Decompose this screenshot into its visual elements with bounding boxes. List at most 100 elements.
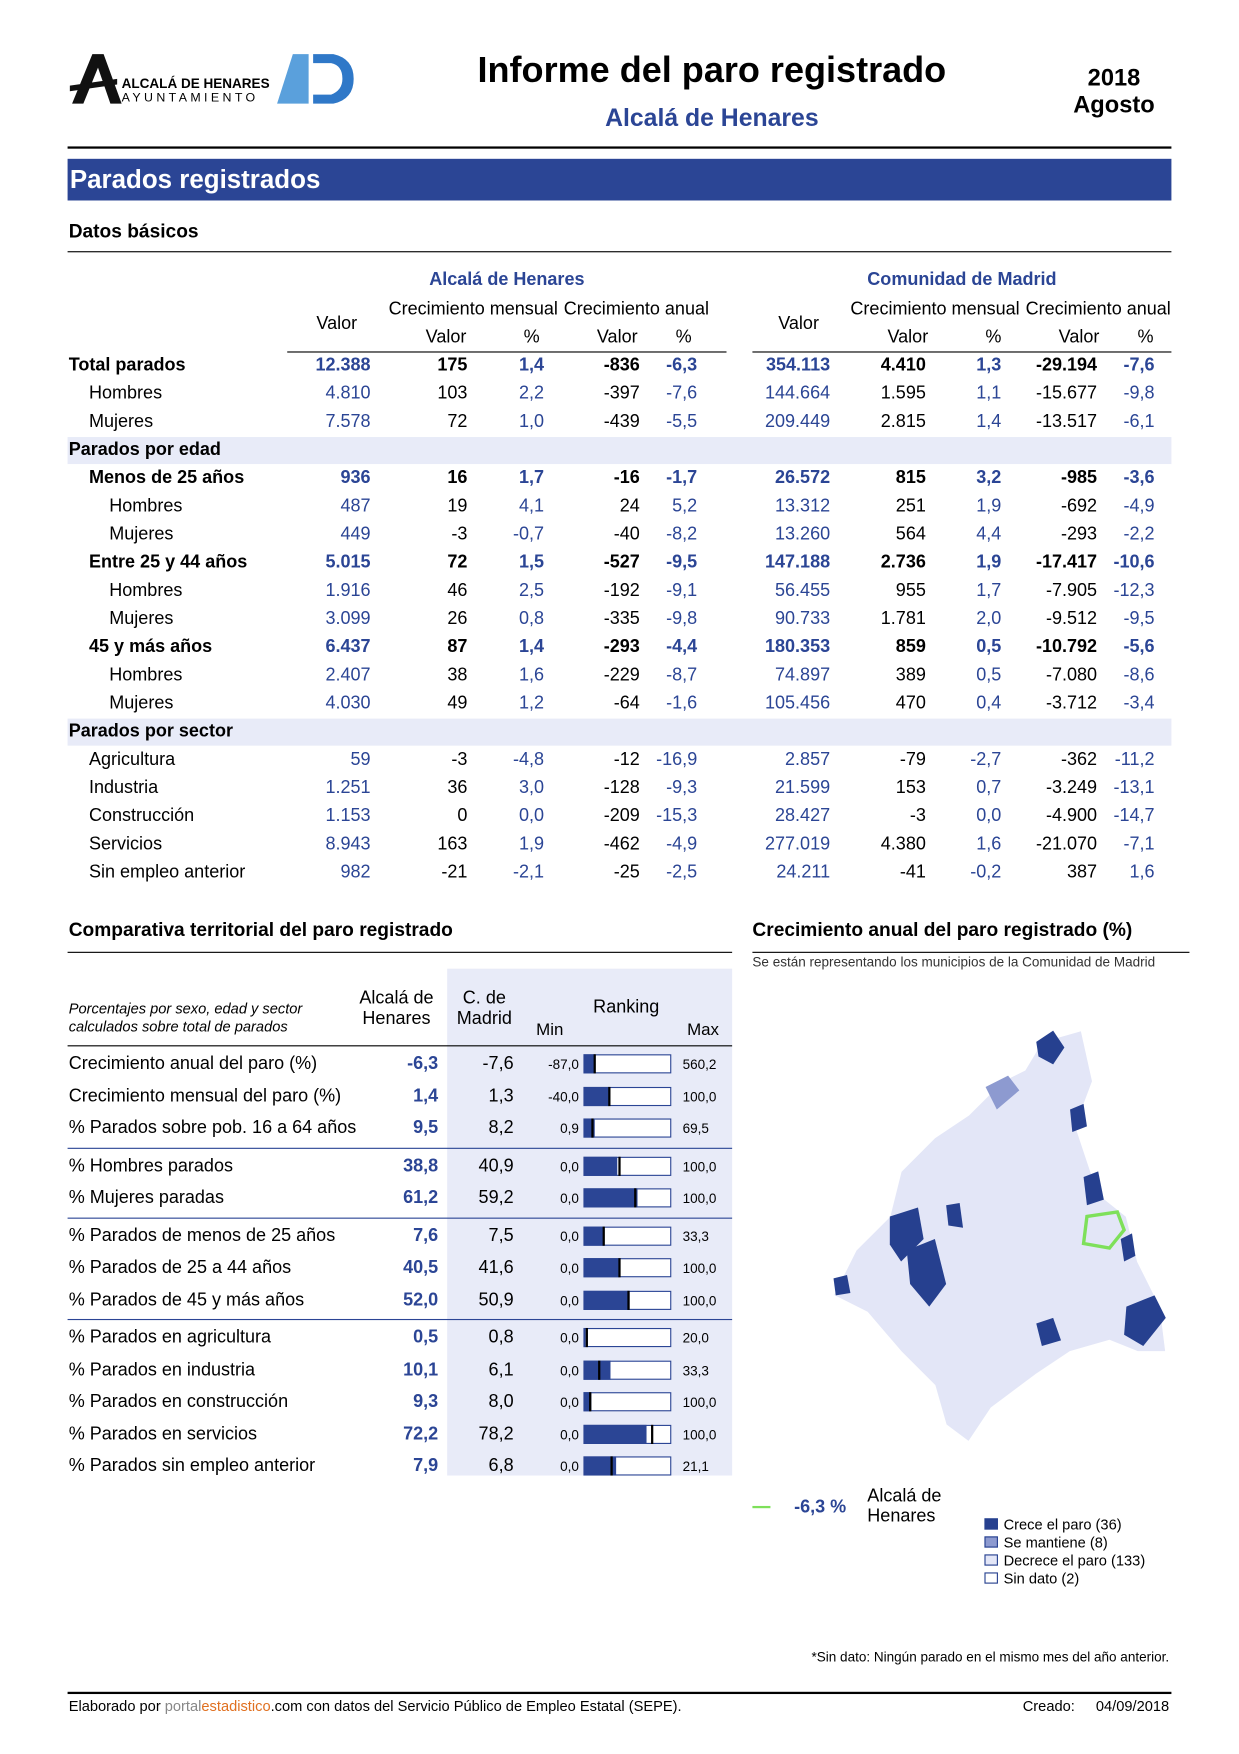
madrid-value: 7,5 [488, 1226, 514, 1246]
cell: 277.019 [764, 834, 831, 854]
logo-line2: AYUNTAMIENTO [121, 91, 259, 105]
cell: -4,9 [1123, 496, 1155, 516]
col-header: Max [687, 1020, 720, 1040]
cell: 28.427 [775, 806, 831, 826]
cell: 105.456 [764, 693, 831, 713]
max-value: 69,5 [682, 1120, 709, 1137]
ranking-fill [583, 1188, 638, 1208]
cell: -3.249 [1045, 778, 1098, 798]
ranking-marker [585, 1327, 589, 1348]
cell: -6,3 [666, 355, 698, 376]
cell: -9,5 [666, 553, 698, 573]
row-label: Servicios [88, 834, 163, 854]
alcala-value: -6,3 [407, 1054, 439, 1074]
max-value: 20,0 [682, 1330, 709, 1347]
legend-label: Crece el paro (36) [1003, 1516, 1122, 1533]
madrid-value: 8,2 [488, 1118, 514, 1138]
alcala-value: 52,0 [403, 1290, 439, 1310]
cell: 1,0 [518, 412, 545, 432]
ranking-fill [583, 1086, 610, 1106]
ranking-fill [583, 1392, 592, 1412]
cell: -8,2 [666, 524, 698, 545]
cell: 859 [895, 637, 926, 657]
ranking-bar [583, 1327, 672, 1348]
cell: -8,7 [666, 665, 698, 685]
alcala-value: 7,6 [413, 1226, 439, 1246]
cell: 7.578 [325, 412, 371, 432]
subtitle: Alcalá de Henares [605, 103, 819, 132]
cell: -9,8 [1123, 384, 1155, 404]
cell: 1,1 [976, 384, 1002, 404]
row-label: 45 y más años [88, 637, 213, 657]
group-rule [67, 1318, 733, 1321]
ranking-fill [583, 1054, 595, 1074]
min-value: 0,0 [560, 1330, 579, 1347]
cell: 1,6 [518, 665, 545, 685]
section-bar [67, 158, 1172, 201]
sub-header: % [523, 327, 540, 347]
ranking-marker [618, 1258, 622, 1278]
cell: 59 [350, 750, 371, 770]
sub-header: Valor [596, 327, 638, 347]
cell: 24.211 [776, 862, 831, 882]
cell: -15.677 [1035, 384, 1098, 404]
cell: 153 [895, 778, 926, 798]
header-rule [287, 351, 727, 353]
map-marker-line [752, 1505, 771, 1509]
ranking-fill [583, 1424, 647, 1444]
ranking-fill [583, 1327, 586, 1348]
cell: 1.153 [325, 806, 371, 826]
cell: 1.781 [880, 609, 926, 629]
max-value: 100,0 [682, 1292, 717, 1309]
cell: -12 [613, 750, 640, 770]
cell: 354.113 [765, 355, 831, 376]
ranking-fill [583, 1290, 630, 1310]
cell: 87 [447, 637, 468, 657]
ranking-marker [598, 1360, 601, 1380]
cell: 4,1 [518, 496, 545, 516]
legend-swatch [984, 1518, 998, 1530]
cell: 74.897 [775, 665, 831, 685]
section-row-bg [67, 437, 1172, 465]
cell: 2,2 [518, 384, 545, 404]
cell: 251 [895, 496, 926, 516]
cell: 1,2 [518, 693, 545, 713]
created-label: Creado: [1022, 1697, 1075, 1715]
min-value: 0,0 [560, 1260, 579, 1277]
row-label: Hombres [88, 384, 163, 404]
cell: -29.194 [1035, 355, 1098, 376]
logo-line1: ALCALÁ DE HENARES [121, 75, 270, 92]
ranking-fill [583, 1258, 620, 1278]
max-value: 100,0 [682, 1158, 717, 1175]
cell: -192 [603, 581, 640, 601]
cell: -3,4 [1123, 693, 1155, 713]
cell: -4,4 [666, 637, 698, 657]
cell: -985 [1060, 468, 1098, 488]
cell: -6,1 [1123, 412, 1155, 432]
cell: -397 [603, 384, 640, 404]
cell: 1,9 [976, 496, 1002, 516]
cell: -16 [613, 468, 640, 488]
cell: -0,2 [970, 862, 1002, 882]
comp-title: Comparativa territorial del paro registr… [68, 919, 453, 941]
cell: -10,6 [1113, 553, 1155, 573]
cell: -3.712 [1045, 693, 1098, 713]
cell: 1,4 [518, 637, 545, 657]
cell: 0,4 [976, 693, 1002, 713]
cell: 487 [340, 496, 371, 516]
basic-rule [67, 251, 1172, 253]
comp-note: Porcentajes por sexo, edad y sector calc… [68, 1000, 303, 1036]
row-label: Mujeres [109, 609, 174, 629]
cell: 3.099 [325, 609, 371, 629]
ranking-fill [583, 1456, 617, 1476]
row-label: Entre 25 y 44 años [88, 553, 248, 573]
cell: 564 [895, 524, 926, 545]
row-label: Industria [88, 778, 159, 798]
madrid-value: -7,6 [482, 1054, 514, 1074]
cell: 16 [447, 468, 468, 488]
map-marker-value: -6,3 % [794, 1498, 847, 1518]
sub-header: Valor [1058, 327, 1100, 347]
col-header: Crecimiento mensual [850, 299, 1020, 319]
cell: -7.905 [1045, 581, 1098, 601]
